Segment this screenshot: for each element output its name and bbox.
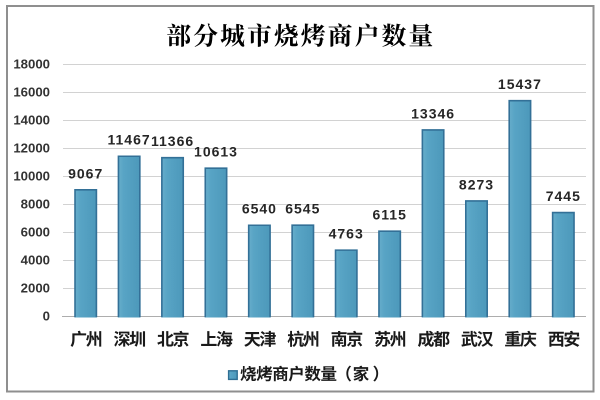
svg-text:7445: 7445 (546, 188, 581, 204)
svg-text:0: 0 (43, 308, 50, 323)
svg-text:2000: 2000 (21, 280, 50, 295)
svg-text:16000: 16000 (13, 84, 50, 99)
svg-text:10613: 10613 (194, 144, 238, 160)
svg-text:14000: 14000 (13, 112, 50, 127)
svg-text:11366: 11366 (151, 133, 194, 149)
svg-text:4763: 4763 (329, 226, 364, 242)
svg-text:11467: 11467 (108, 132, 151, 148)
svg-text:8000: 8000 (21, 196, 50, 211)
svg-text:6000: 6000 (21, 224, 50, 239)
svg-text:8273: 8273 (459, 176, 494, 192)
svg-text:18000: 18000 (13, 56, 50, 71)
svg-text:4000: 4000 (21, 252, 50, 267)
svg-text:10000: 10000 (13, 168, 50, 183)
svg-text:6115: 6115 (373, 207, 407, 223)
svg-text:15437: 15437 (498, 76, 542, 92)
svg-text:6545: 6545 (285, 201, 320, 217)
svg-text:12000: 12000 (13, 140, 50, 155)
svg-text:9067: 9067 (68, 165, 103, 181)
svg-text:6540: 6540 (242, 201, 277, 217)
svg-text:13346: 13346 (411, 105, 455, 121)
